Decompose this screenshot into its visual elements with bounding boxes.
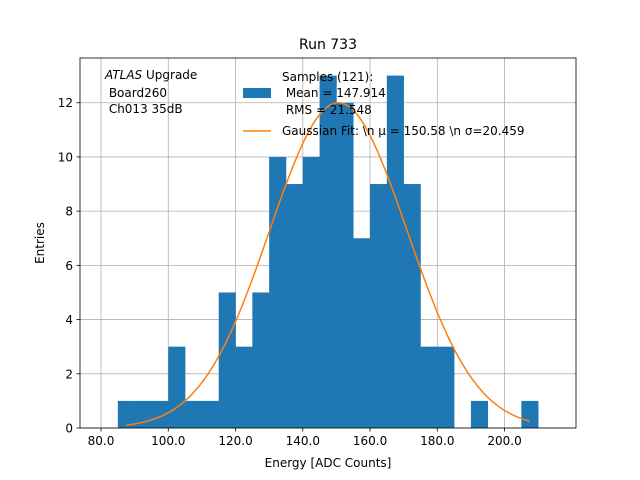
histogram-bar — [235, 346, 253, 428]
x-axis-ticks: 80.0 100.0 120.0 140.0 160.0 180.0 200.0 — [88, 428, 522, 448]
y-tick-label: 10 — [58, 150, 73, 164]
legend-fit-label: Gaussian Fit: \n μ = 150.58 \n σ=20.459 — [282, 124, 525, 138]
histogram-bar — [285, 184, 304, 428]
histogram-bar — [470, 400, 489, 428]
histogram-bar — [168, 346, 186, 428]
y-tick-label: 2 — [65, 367, 73, 381]
histogram-bar — [218, 292, 236, 428]
histogram-bar — [370, 184, 388, 428]
histogram-bar — [151, 400, 169, 428]
histogram-bar — [336, 102, 354, 428]
y-tick-label: 8 — [65, 205, 73, 219]
gaussian-fit-curve — [126, 101, 530, 426]
legend-hist-line-1: Samples (121): — [282, 70, 373, 84]
histogram-bar — [521, 400, 539, 428]
x-tick-label: 160.0 — [353, 434, 387, 448]
y-axis-label: Entries — [33, 222, 47, 264]
histogram-bar — [302, 156, 320, 428]
annotation-line-1: ATLAS Upgrade — [104, 68, 197, 82]
histogram-bar — [353, 238, 371, 428]
x-tick-label: 200.0 — [487, 434, 521, 448]
histogram-bar — [437, 346, 455, 428]
histogram-bar — [319, 75, 337, 428]
histogram-bar — [117, 400, 135, 428]
histogram-bar — [269, 156, 287, 428]
histogram-bar — [403, 184, 421, 428]
histogram-bar — [386, 75, 404, 428]
legend-hist-line-3: RMS = 21.548 — [282, 103, 372, 117]
legend: Samples (121): Mean = 147.914 RMS = 21.5… — [243, 70, 525, 138]
y-tick-label: 12 — [58, 96, 73, 110]
upgrade-label: Upgrade — [142, 68, 197, 82]
y-tick-label: 0 — [65, 422, 73, 436]
histogram-bar — [185, 400, 203, 428]
atlas-label: ATLAS — [104, 68, 143, 82]
x-axis-label: Energy [ADC Counts] — [265, 456, 392, 470]
histogram-bar — [252, 292, 270, 428]
histogram-bar — [201, 400, 220, 428]
x-tick-label: 120.0 — [218, 434, 252, 448]
legend-hist-swatch — [243, 88, 271, 98]
legend-hist-line-2: Mean = 147.914 — [282, 86, 386, 100]
x-tick-label: 80.0 — [88, 434, 115, 448]
annotation-line-2: Board260 — [105, 86, 167, 100]
x-tick-label: 100.0 — [151, 434, 185, 448]
annotation-line-3: Ch013 35dB — [105, 102, 183, 116]
chart-title: Run 733 — [299, 37, 357, 53]
y-tick-label: 6 — [65, 259, 73, 273]
y-tick-label: 4 — [65, 313, 73, 327]
histogram-bars — [117, 75, 539, 428]
x-tick-label: 140.0 — [286, 434, 320, 448]
x-tick-label: 180.0 — [420, 434, 454, 448]
plot-frame — [79, 57, 577, 429]
histogram-bar — [420, 346, 438, 428]
y-axis-ticks: 0 2 4 6 8 10 12 — [58, 96, 80, 436]
atlas-annotation: ATLAS Upgrade Board260 Ch013 35dB — [104, 68, 197, 116]
